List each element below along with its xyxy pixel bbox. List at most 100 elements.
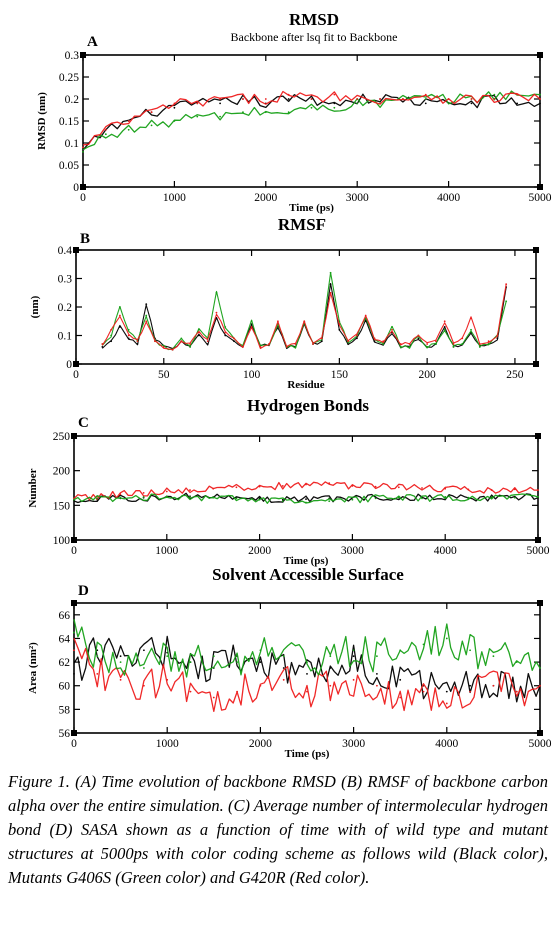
data-point [356,98,359,100]
data-point [329,684,332,687]
data-point [516,93,519,96]
data-point [142,496,145,498]
data-point [537,496,539,498]
data-point [399,343,402,345]
data-point [469,684,471,687]
data-point [127,328,130,331]
data-point [374,497,377,500]
data-point [235,497,238,500]
x-tick-label: 1000 [156,738,179,750]
data-point [505,300,508,303]
data-point [96,497,99,500]
data-point [104,128,107,131]
data-point [119,661,122,663]
data-point [282,667,285,669]
data-point [352,649,355,652]
data-point [399,346,402,348]
data-point [212,487,215,490]
y-tick-label: 0.25 [59,72,79,84]
data-point [443,326,446,328]
data-point [136,340,139,343]
data-point [426,343,429,345]
data-point [281,500,284,503]
data-point [443,320,446,323]
x-tick-label: 50 [158,369,170,381]
data-point [352,655,355,658]
data-point [219,115,222,118]
y-tick-label: 0.2 [58,302,73,314]
data-point [268,343,271,345]
data-point [478,343,481,345]
data-point [110,328,113,331]
data-point [189,489,191,491]
data-point [537,489,539,491]
data-point [180,337,183,340]
data-point [310,106,313,109]
panel-c-title: Hydrogen Bonds [247,396,369,415]
data-point [242,111,244,114]
x-tick-label: 2000 [249,738,272,750]
data-point [417,334,420,337]
data-point [496,334,499,337]
data-point [408,346,411,348]
data-point [347,343,350,345]
data-point [73,498,75,501]
panel-d-sasa: Solvent Accessible Surface D 0 1000 2000 30… [27,565,552,760]
data-point [242,98,244,100]
y-tick-label: 0.1 [58,331,73,343]
data-point [119,678,122,681]
data-point [328,482,331,485]
data-point [333,102,336,105]
x-tick-label: 4000 [435,738,458,750]
x-tick-label: 0 [80,192,86,204]
x-axis-label: Time (ps) [285,748,330,760]
figure-1-panels: RMSD Backbone after lsq fit to Backbone … [27,10,552,760]
x-tick-label: 2000 [248,545,271,557]
data-point [119,655,122,658]
data-point [142,491,145,494]
data-point [310,98,313,100]
y-tick-label: 0.3 [65,50,80,62]
x-tick-label: 4000 [437,192,460,204]
data-point [379,98,381,100]
data-point [329,667,332,669]
panel-d-title: Solvent Accessible Surface [212,565,404,584]
data-point [281,485,284,487]
data-point [281,498,284,501]
data-point [374,496,377,498]
y-tick-label: 64 [59,633,71,645]
y-tick-label: 0 [66,359,72,371]
data-point [173,120,176,122]
data-point [382,343,385,345]
x-tick-label: 3000 [342,738,365,750]
data-point [329,655,332,658]
data-point [73,649,75,652]
data-point [258,498,261,501]
y-tick-label: 0.3 [58,274,73,286]
x-axis-label: Time (ps) [289,202,334,214]
data-point [452,346,455,348]
data-point [417,337,420,340]
y-tick-label: 62 [59,657,71,669]
data-point [73,631,75,634]
x-tick-label: 1000 [163,192,186,204]
x-tick-label: 150 [331,369,349,381]
data-point [539,684,541,687]
data-point [118,306,121,308]
data-point [127,128,130,131]
data-point [333,106,336,109]
data-point [338,328,341,331]
data-point [539,667,541,669]
data-point [189,690,192,693]
x-tick-label: 250 [506,369,524,381]
data-point [461,343,464,345]
data-point [487,343,490,345]
x-tick-label: 5000 [527,545,550,557]
data-point [356,337,358,340]
data-point [356,334,358,337]
data-point [196,102,199,105]
panel-d-letter: D [78,583,89,599]
data-point [539,98,541,100]
data-point [145,314,148,317]
data-point [421,497,423,500]
